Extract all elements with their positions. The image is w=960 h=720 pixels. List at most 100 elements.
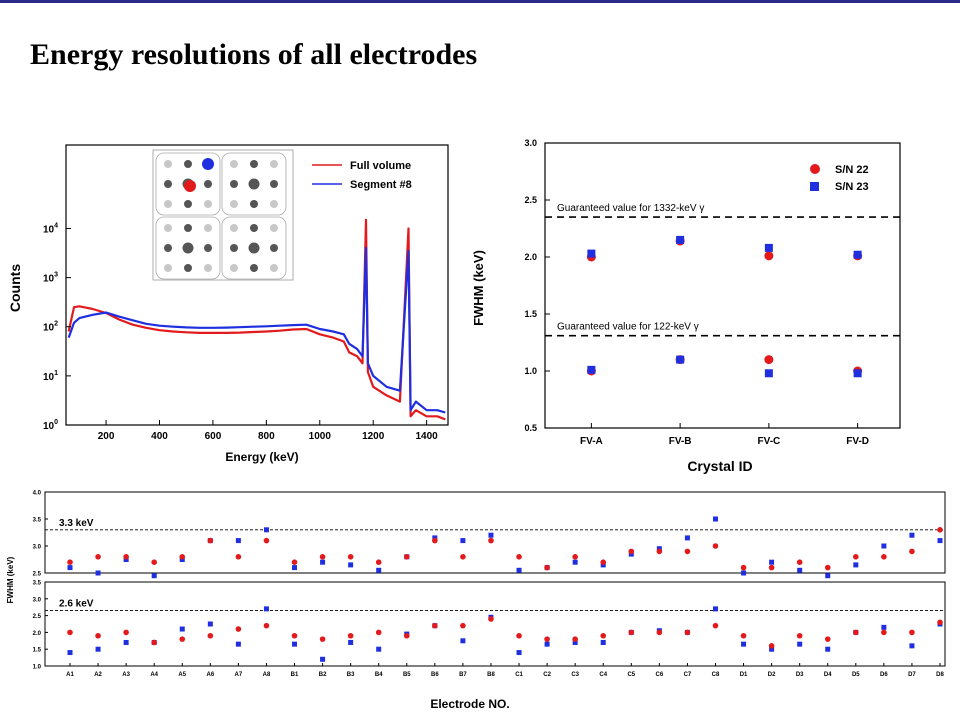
electrode-x-axis-label: Electrode NO. bbox=[430, 697, 509, 711]
electrode-x-tick-label: D3 bbox=[796, 672, 804, 678]
fwhm-y-tick-label: 2.5 bbox=[524, 195, 537, 205]
electrode-point-red-bottom bbox=[909, 629, 915, 636]
electrode-y-axis-label: FWHM (keV) bbox=[6, 556, 15, 603]
electrode-point-blue-top bbox=[825, 573, 831, 579]
fwhm-y-tick-label: 1.5 bbox=[524, 309, 537, 319]
inset-segment-dot bbox=[270, 160, 278, 168]
electrode-point-blue-bottom bbox=[769, 646, 775, 652]
inset-segment-dot bbox=[204, 264, 212, 272]
electrode-point-red-bottom bbox=[740, 632, 747, 639]
electrode-point-blue-top bbox=[151, 573, 157, 579]
electrode-point-red-top bbox=[67, 559, 73, 565]
spectrum-y-tick-exponent: 1 bbox=[54, 370, 58, 377]
electrode-x-tick-label: B2 bbox=[319, 672, 327, 678]
electrode-point-blue-bottom bbox=[572, 639, 578, 645]
electrode-x-tick-label: B8 bbox=[487, 672, 495, 678]
electrode-point-red-top bbox=[179, 554, 186, 560]
electrode-point-red-bottom bbox=[853, 629, 859, 636]
inset-segment-dot bbox=[184, 264, 192, 272]
electrode-x-tick-label: B3 bbox=[347, 672, 355, 678]
electrode-x-tick-label: C6 bbox=[656, 672, 664, 678]
spectrum-y-tick-exponent: 2 bbox=[54, 321, 58, 328]
electrode-point-blue-bottom bbox=[67, 650, 73, 656]
electrode-point-red-top bbox=[656, 548, 663, 555]
electrode-point-blue-bottom bbox=[881, 624, 887, 630]
electrode-x-tick-label: A7 bbox=[235, 672, 243, 678]
spectrum-line-segment-8 bbox=[67, 246, 446, 414]
electrode-x-tick-label: A6 bbox=[206, 672, 214, 678]
legend-label-full-volume: Full volume bbox=[350, 160, 411, 172]
electrode-point-red-top bbox=[544, 564, 550, 571]
fwhm-point-sn22 bbox=[764, 355, 774, 365]
electrode-point-blue-top bbox=[684, 535, 690, 541]
electrode-x-tick-label: C2 bbox=[543, 672, 551, 678]
electrode-point-red-bottom bbox=[179, 636, 186, 642]
electrode-point-red-bottom bbox=[544, 636, 550, 642]
spectrum-x-axis-label: Energy (keV) bbox=[225, 450, 298, 464]
electrode-point-red-top bbox=[263, 537, 270, 544]
electrode-point-blue-top bbox=[797, 567, 803, 573]
electrode-x-tick-label: D8 bbox=[936, 672, 944, 678]
electrode-point-red-top bbox=[460, 554, 466, 560]
electrode-point-red-bottom bbox=[488, 616, 494, 622]
fwhm-legend: S/N 22 S/N 23 bbox=[810, 164, 869, 193]
electrode-x-tick-label: D4 bbox=[824, 672, 832, 678]
electrode-point-red-bottom bbox=[824, 636, 831, 642]
electrode-point-red-top bbox=[796, 559, 803, 565]
legend-marker-sn23 bbox=[810, 182, 819, 191]
fwhm-y-tick-label: 3.0 bbox=[524, 138, 537, 148]
inset-crystal-outline bbox=[155, 216, 221, 280]
electrode-point-blue-top bbox=[263, 527, 269, 533]
fwhm-point-sn23 bbox=[853, 369, 862, 378]
electrode-top-y-tick-label: 3.5 bbox=[33, 518, 42, 524]
inset-segment-dot bbox=[230, 200, 238, 208]
inset-segment-dot bbox=[184, 160, 192, 168]
fwhm-point-sn22 bbox=[764, 251, 774, 261]
inset-segment-dot bbox=[184, 200, 192, 208]
inset-segment-dot bbox=[250, 264, 258, 272]
electrode-point-blue-bottom bbox=[909, 643, 915, 649]
fwhm-y-tick-label: 0.5 bbox=[524, 423, 537, 433]
electrode-point-blue-bottom bbox=[600, 639, 606, 645]
inset-segment-dot bbox=[184, 224, 192, 232]
electrode-bottom-frame bbox=[44, 581, 946, 667]
inset-segment-dot bbox=[164, 224, 172, 232]
header-rule bbox=[0, 0, 960, 3]
inset-segment-dot bbox=[204, 244, 212, 252]
electrode-point-red-bottom bbox=[628, 629, 635, 636]
electrode-point-red-top bbox=[432, 537, 438, 544]
spectrum-y-tick-label: 103 bbox=[43, 272, 58, 285]
fwhm-x-tick-label: FV-B bbox=[669, 436, 692, 447]
electrode-point-red-bottom bbox=[235, 626, 242, 632]
electrode-point-red-top bbox=[768, 564, 775, 571]
electrode-point-red-bottom bbox=[95, 632, 101, 639]
inset-segment-dot bbox=[204, 224, 212, 232]
spectrum-y-tick-label: 104 bbox=[43, 222, 58, 235]
electrode-point-blue-bottom bbox=[292, 641, 298, 647]
inset-crystal-outline bbox=[221, 152, 287, 216]
inset-segment-dot bbox=[270, 200, 278, 208]
electrode-point-red-top bbox=[937, 527, 943, 533]
electrode-point-red-bottom bbox=[796, 632, 803, 639]
electrode-x-tick-label: D2 bbox=[768, 672, 776, 678]
fwhm-point-sn23 bbox=[676, 235, 685, 244]
electrode-point-red-bottom bbox=[656, 629, 663, 636]
electrode-point-red-bottom bbox=[516, 632, 522, 639]
electrode-point-blue-bottom bbox=[460, 638, 466, 644]
electrode-point-red-bottom bbox=[263, 622, 270, 629]
electrode-point-red-top bbox=[909, 548, 915, 555]
inset-marker-full-volume bbox=[184, 180, 196, 192]
fwhm-y-tick-label: 2.0 bbox=[524, 252, 537, 262]
inset-marker-segment-8 bbox=[202, 158, 214, 170]
fwhm-point-sn23 bbox=[587, 365, 596, 374]
electrode-x-tick-label: B5 bbox=[403, 672, 411, 678]
electrode-bottom-y-tick-label: 2.0 bbox=[33, 631, 42, 637]
electrode-x-tick-label: B1 bbox=[291, 672, 299, 678]
legend-label-segment-8: Segment #8 bbox=[350, 179, 412, 191]
electrode-point-blue-bottom bbox=[207, 621, 213, 627]
spectrum-plot-frame bbox=[65, 144, 449, 426]
inset-segment-dot bbox=[250, 200, 258, 208]
electrode-point-blue-bottom bbox=[123, 639, 129, 645]
spectrum-x-tick-label: 1000 bbox=[309, 431, 332, 442]
electrode-x-tick-label: A2 bbox=[94, 672, 102, 678]
